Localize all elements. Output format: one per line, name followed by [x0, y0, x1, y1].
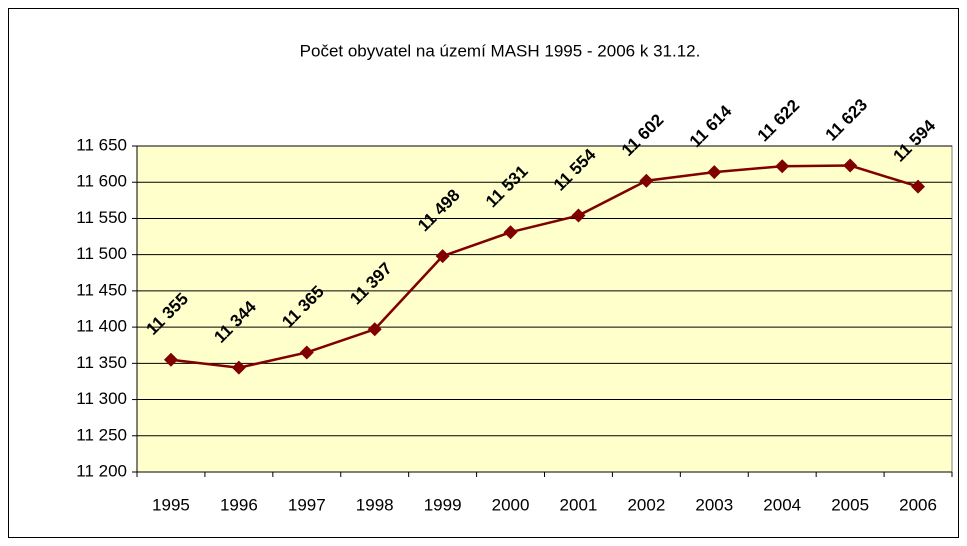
x-tick-label: 1999	[424, 495, 462, 514]
data-point	[775, 159, 790, 174]
x-tick-label: 2004	[763, 495, 801, 514]
data-point	[163, 352, 178, 367]
data-point	[843, 158, 858, 173]
chart-title: Počet obyvatel na území MASH 1995 - 2006…	[300, 41, 701, 60]
x-tick-label: 2001	[560, 495, 598, 514]
y-tick-label: 11 300	[76, 389, 127, 408]
x-tick-label: 2000	[492, 495, 530, 514]
x-tick-label: 2006	[899, 495, 937, 514]
data-point	[367, 322, 382, 337]
data-point	[231, 360, 246, 375]
x-tick-label: 1995	[152, 495, 190, 514]
y-tick-label: 11 350	[76, 353, 127, 372]
x-tick-label: 2002	[627, 495, 665, 514]
y-tick-label: 11 400	[76, 317, 127, 336]
y-tick-label: 11 450	[76, 280, 127, 299]
x-tick-label: 1997	[288, 495, 326, 514]
data-point	[299, 345, 314, 360]
y-tick-label: 11 600	[76, 172, 127, 191]
x-tick-label: 1996	[220, 495, 258, 514]
series-line	[170, 164, 919, 369]
plot-area	[136, 145, 953, 473]
x-tick-label: 2003	[695, 495, 733, 514]
y-tick-label: 11 650	[76, 135, 127, 154]
data-point	[571, 208, 586, 223]
y-tick-label: 11 500	[76, 244, 127, 263]
y-tick-label: 11 550	[76, 208, 127, 227]
data-point	[639, 173, 654, 188]
x-tick-label: 1998	[356, 495, 394, 514]
data-point	[911, 179, 926, 194]
data-point	[503, 225, 518, 240]
y-tick-label: 11 200	[76, 461, 127, 480]
data-point	[435, 249, 450, 264]
x-tick-label: 2005	[831, 495, 869, 514]
y-tick-label: 11 250	[76, 425, 127, 444]
data-point	[707, 165, 722, 180]
